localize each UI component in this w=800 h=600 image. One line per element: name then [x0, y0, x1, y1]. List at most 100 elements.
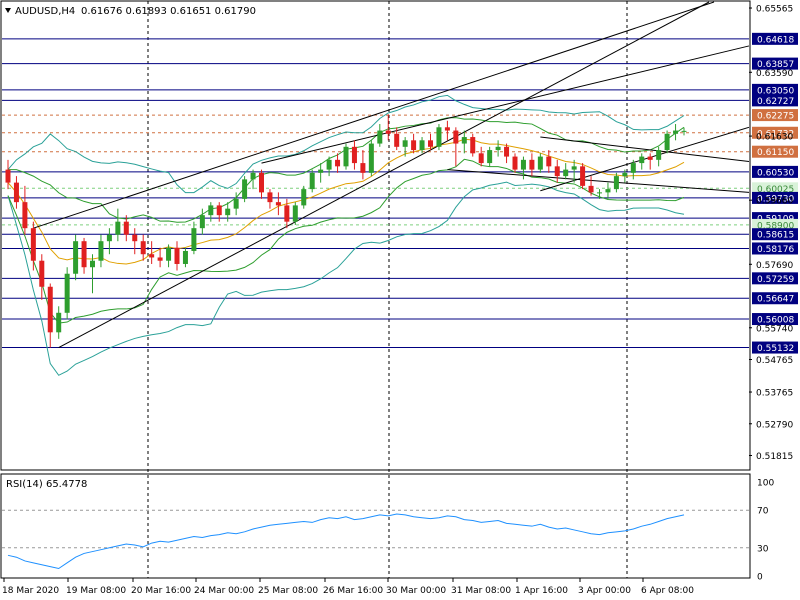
candle-body[interactable]: [309, 172, 315, 190]
candle-body[interactable]: [56, 312, 62, 333]
candle-body[interactable]: [368, 143, 374, 173]
candle-body[interactable]: [182, 250, 188, 264]
price-tick-label: 0.52790: [756, 420, 793, 430]
candle-body[interactable]: [30, 228, 36, 261]
candle-body[interactable]: [5, 169, 11, 183]
candle-body[interactable]: [681, 130, 687, 132]
candle-body[interactable]: [335, 159, 341, 167]
candle-body[interactable]: [149, 254, 155, 258]
candle-body[interactable]: [284, 205, 290, 222]
candle-body[interactable]: [250, 172, 256, 180]
candle-body[interactable]: [343, 146, 349, 167]
trend-line-5[interactable]: [447, 169, 750, 193]
candle-body[interactable]: [630, 163, 636, 173]
candle-body[interactable]: [267, 192, 273, 203]
candle-body[interactable]: [292, 205, 298, 222]
candle-body[interactable]: [402, 140, 408, 147]
candle-body[interactable]: [470, 137, 476, 154]
candle-body[interactable]: [73, 241, 79, 274]
candle-body[interactable]: [301, 189, 307, 206]
candle-body[interactable]: [259, 172, 264, 193]
candle-body[interactable]: [512, 156, 518, 170]
candle-body[interactable]: [275, 202, 281, 206]
candle-body[interactable]: [115, 221, 121, 235]
candle-body[interactable]: [605, 189, 611, 193]
candle-body[interactable]: [132, 234, 138, 242]
candle-body[interactable]: [597, 192, 602, 194]
candle-body[interactable]: [571, 166, 577, 170]
candle-body[interactable]: [199, 215, 205, 229]
candle-body[interactable]: [656, 150, 662, 160]
collapse-triangle-icon[interactable]: [5, 8, 11, 13]
time-tick-label: 20 Mar 16:00: [131, 586, 191, 596]
candle-body[interactable]: [546, 156, 552, 167]
candle-body[interactable]: [461, 137, 467, 144]
candle-body[interactable]: [554, 166, 560, 177]
candle-body[interactable]: [419, 140, 425, 151]
candle-body[interactable]: [529, 159, 535, 170]
candle-body[interactable]: [351, 146, 357, 164]
candle-body[interactable]: [385, 130, 391, 134]
candle-body[interactable]: [360, 163, 366, 173]
price-tick-label: 0.61630: [756, 133, 793, 143]
candle-body[interactable]: [647, 156, 653, 160]
candle-body[interactable]: [613, 176, 619, 190]
price-tick-label: 0.57690: [756, 261, 793, 271]
candle-body[interactable]: [563, 169, 569, 177]
candle-body[interactable]: [520, 159, 526, 170]
candle-body[interactable]: [428, 140, 433, 147]
candle-body[interactable]: [174, 247, 180, 264]
candle-body[interactable]: [673, 130, 679, 134]
candle-body[interactable]: [377, 130, 383, 144]
candle-body[interactable]: [639, 156, 645, 164]
candle-body[interactable]: [444, 127, 450, 131]
candle-body[interactable]: [537, 156, 543, 170]
candle-body[interactable]: [13, 182, 19, 203]
candle-body[interactable]: [436, 127, 442, 147]
candle-body[interactable]: [394, 133, 400, 147]
price-level-label: 0.58176: [757, 245, 794, 255]
trend-line-6[interactable]: [540, 126, 750, 192]
time-tick-label: 3 Apr 00:00: [578, 586, 631, 596]
candle-body[interactable]: [81, 241, 87, 268]
candle-body[interactable]: [208, 205, 214, 216]
candle-body[interactable]: [64, 273, 70, 313]
candle-body[interactable]: [191, 228, 197, 251]
candle-body[interactable]: [157, 257, 163, 261]
candle-body[interactable]: [242, 179, 248, 199]
price-level-label: 0.55132: [757, 344, 794, 354]
candle-body[interactable]: [411, 140, 417, 151]
trend-channel-lines: [33, 1, 750, 349]
candle-body[interactable]: [233, 198, 239, 209]
candle-body[interactable]: [90, 260, 95, 268]
trend-line-1[interactable]: [58, 1, 710, 349]
candle-body[interactable]: [326, 159, 332, 170]
candle-body[interactable]: [140, 241, 146, 255]
candle-body[interactable]: [39, 260, 45, 287]
candle-body[interactable]: [318, 169, 324, 173]
candle-body[interactable]: [123, 221, 129, 235]
candle-body[interactable]: [22, 202, 28, 229]
candle-body[interactable]: [487, 150, 493, 164]
candle-body[interactable]: [453, 130, 459, 144]
candle-body[interactable]: [98, 241, 104, 261]
candle-body[interactable]: [106, 234, 112, 242]
candle-body[interactable]: [47, 286, 53, 333]
candle-body[interactable]: [622, 172, 628, 177]
candle-body[interactable]: [504, 146, 510, 157]
candle-body[interactable]: [225, 208, 231, 216]
candle-body[interactable]: [166, 247, 172, 261]
trend-line-4[interactable]: [540, 136, 750, 162]
candle-body[interactable]: [580, 166, 586, 186]
candle-body[interactable]: [478, 153, 484, 164]
trend-line-2[interactable]: [33, 1, 715, 229]
candle-body[interactable]: [664, 133, 670, 151]
price-level-label: 0.56647: [757, 295, 794, 305]
time-tick-label: 18 Mar 2020: [2, 586, 59, 596]
price-level-label: 0.58615: [757, 231, 794, 241]
candle-body[interactable]: [588, 185, 594, 193]
trend-line-3[interactable]: [261, 45, 750, 164]
candle-body[interactable]: [216, 205, 222, 216]
candle-body[interactable]: [495, 146, 501, 151]
